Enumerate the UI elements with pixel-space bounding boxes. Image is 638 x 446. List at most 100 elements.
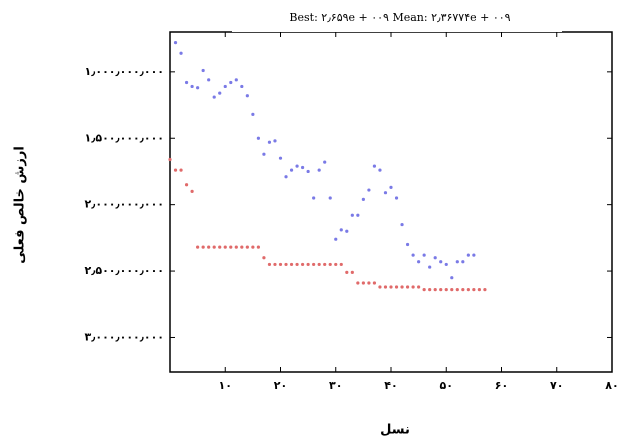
point	[306, 169, 310, 174]
point	[472, 288, 476, 292]
point	[262, 256, 266, 260]
point	[345, 229, 349, 233]
point	[339, 262, 343, 267]
point	[472, 253, 476, 257]
point	[295, 262, 299, 267]
point	[223, 245, 227, 249]
point	[455, 288, 459, 292]
point	[439, 288, 443, 292]
point	[439, 260, 443, 264]
point	[262, 152, 266, 156]
point	[278, 156, 283, 160]
point	[367, 188, 371, 192]
point	[356, 281, 360, 285]
point	[212, 245, 216, 249]
point	[405, 285, 410, 289]
x-tick-label: ۸۰	[605, 379, 618, 392]
point	[400, 222, 404, 227]
y-tick-label: ۲٫۰۰۰٫۰۰۰٫۰۰۰	[85, 198, 164, 211]
point	[240, 245, 244, 249]
chart-title: Best: ۲٫۶۵۹e + ۰۰۹ Mean: ۲٫۳۶۷۷۴e + ۰۰۹	[289, 11, 510, 24]
point	[179, 168, 183, 172]
point	[240, 84, 244, 89]
point	[201, 68, 205, 73]
point	[383, 191, 388, 195]
point	[317, 168, 321, 172]
point	[306, 262, 310, 267]
point	[350, 270, 354, 274]
point	[444, 288, 448, 292]
point	[345, 270, 349, 274]
point	[422, 253, 426, 257]
plot-frame	[169, 31, 613, 373]
point	[273, 262, 277, 267]
y-axis-label: ارزش خالص فعلی	[13, 146, 28, 264]
point	[444, 262, 448, 267]
point	[196, 245, 200, 249]
point	[400, 285, 404, 289]
point	[295, 164, 299, 168]
y-tick-label: ۲٫۵۰۰٫۰۰۰٫۰۰۰	[85, 264, 164, 277]
point	[168, 157, 172, 162]
point	[323, 262, 327, 267]
point	[207, 78, 211, 82]
point	[339, 228, 343, 232]
point	[173, 41, 178, 45]
point	[256, 136, 260, 140]
point	[278, 262, 283, 267]
point	[201, 245, 205, 249]
point	[317, 262, 321, 267]
point	[411, 253, 415, 257]
x-tick-label: ۱۰	[219, 379, 232, 392]
point	[312, 196, 316, 200]
point	[323, 160, 327, 164]
point	[383, 285, 388, 289]
point	[378, 168, 382, 172]
point	[289, 262, 294, 267]
y-tick-label: ۱٫۰۰۰٫۰۰۰٫۰۰۰	[85, 65, 164, 78]
x-tick-label: ۷۰	[550, 379, 563, 392]
x-tick-label: ۵۰	[440, 379, 453, 392]
point	[251, 245, 255, 249]
point	[417, 260, 421, 264]
point	[256, 245, 260, 249]
point	[234, 245, 238, 249]
point	[389, 285, 393, 289]
point	[433, 288, 437, 292]
x-tick-label: ۶۰	[495, 379, 508, 392]
point	[273, 139, 277, 143]
point	[284, 262, 288, 267]
point	[461, 288, 465, 292]
point	[251, 112, 255, 116]
point	[179, 51, 183, 55]
point	[361, 281, 365, 285]
x-tick-label: ۲۰	[274, 379, 287, 392]
point	[422, 288, 426, 292]
point	[173, 168, 178, 172]
point	[461, 260, 465, 264]
point	[356, 213, 360, 217]
point	[428, 265, 432, 269]
point	[477, 288, 481, 292]
point	[207, 245, 211, 249]
point	[190, 189, 194, 193]
point	[229, 245, 233, 249]
point	[328, 262, 332, 267]
x-axis-label: نسل	[380, 423, 410, 438]
point	[466, 253, 470, 257]
point	[455, 260, 459, 264]
x-tick-label: ۳۰	[329, 379, 342, 392]
point	[378, 285, 382, 289]
point	[234, 78, 238, 82]
point	[411, 285, 415, 289]
point	[267, 262, 272, 267]
point	[361, 197, 365, 201]
point	[218, 91, 222, 95]
point	[267, 140, 272, 144]
point	[394, 285, 399, 289]
point	[405, 242, 410, 247]
point	[312, 262, 316, 267]
y-tick-label: ۳٫۰۰۰٫۰۰۰٫۰۰۰	[85, 330, 164, 343]
point	[466, 288, 470, 292]
